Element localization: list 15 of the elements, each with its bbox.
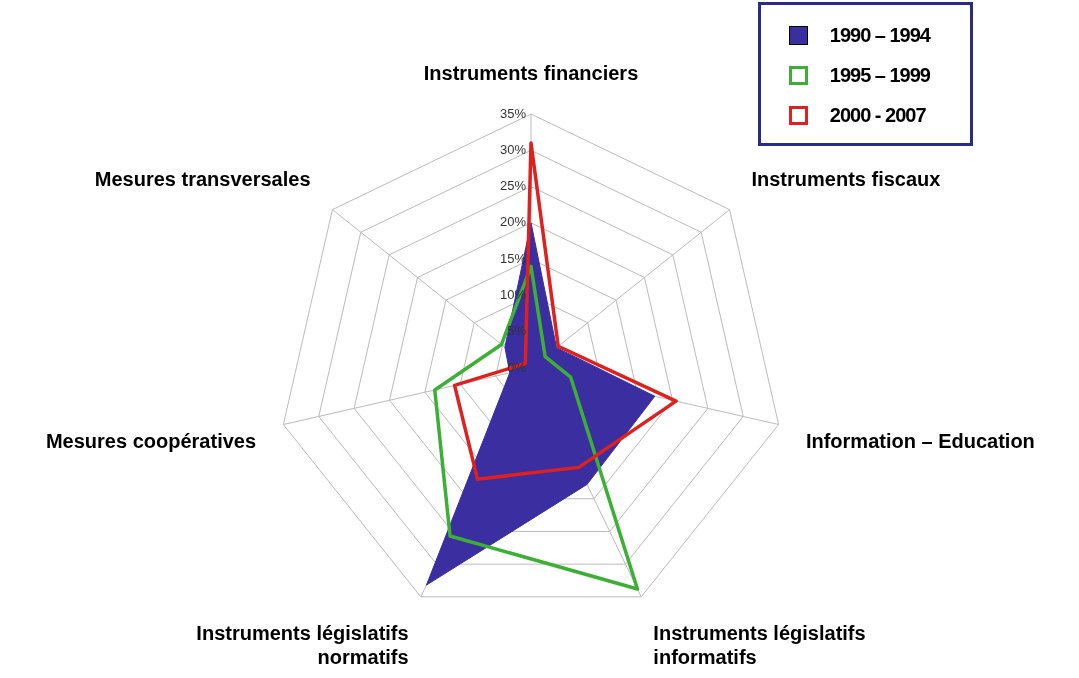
legend-label: 2000 - 2007 bbox=[829, 103, 926, 127]
spoke-label: Instruments législatifs informatifs bbox=[653, 621, 866, 668]
y-tick-label: 30% bbox=[499, 141, 527, 157]
spoke-label: Information – Education bbox=[805, 430, 1035, 453]
legend-label: 1995 – 1999 bbox=[829, 63, 930, 87]
spoke-label: Instruments fiscaux bbox=[751, 167, 941, 190]
spoke-label: Mesures transversales bbox=[94, 167, 311, 190]
y-tick-label: 0% bbox=[507, 359, 527, 375]
y-tick-label: 35% bbox=[499, 105, 527, 121]
y-tick-label: 20% bbox=[499, 214, 527, 230]
spoke-label: Instruments financiers bbox=[423, 61, 639, 84]
spoke-label: Instruments législatifs normatifs bbox=[196, 621, 409, 668]
y-tick-label: 25% bbox=[499, 178, 527, 194]
spoke-label: Mesures coopératives bbox=[45, 430, 257, 453]
legend-label: 1990 – 1994 bbox=[829, 23, 930, 47]
